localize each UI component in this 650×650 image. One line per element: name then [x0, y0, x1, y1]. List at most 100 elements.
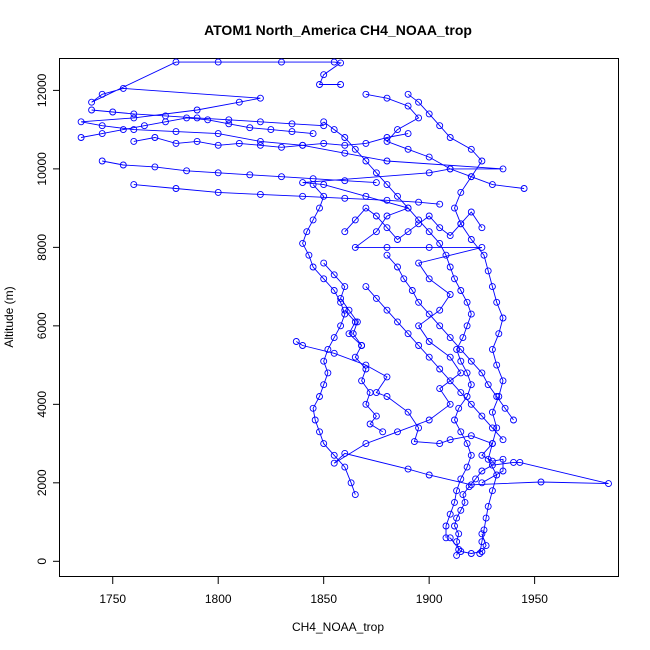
- data-point: [499, 165, 507, 173]
- data-point: [316, 204, 323, 212]
- data-point: [493, 393, 501, 400]
- x-tick-label: 1850: [310, 592, 337, 606]
- series-line: [302, 184, 356, 495]
- series-line: [81, 117, 314, 138]
- data-point: [394, 318, 401, 326]
- series-line: [102, 160, 377, 184]
- data-point: [446, 334, 454, 342]
- data-point: [341, 177, 349, 185]
- data-point: [453, 551, 461, 559]
- data-point: [246, 171, 254, 179]
- data-point: [256, 141, 264, 149]
- data-point: [436, 440, 444, 448]
- data-point: [415, 114, 423, 122]
- data-point: [372, 294, 380, 302]
- data-point: [467, 400, 475, 408]
- data-point: [480, 251, 488, 259]
- data-point: [337, 59, 345, 67]
- data-point: [299, 192, 307, 200]
- data-point: [404, 228, 412, 236]
- data-point: [341, 463, 349, 471]
- data-point: [256, 118, 264, 126]
- data-point: [193, 137, 201, 145]
- plot-area: [77, 58, 612, 559]
- x-tick-label: 1950: [521, 592, 548, 606]
- data-point: [337, 294, 345, 302]
- data-point: [488, 461, 496, 469]
- data-point: [267, 126, 275, 134]
- data-point: [467, 173, 475, 181]
- data-point: [436, 306, 444, 314]
- data-point: [436, 239, 444, 247]
- data-point: [425, 212, 433, 220]
- data-point: [383, 157, 391, 165]
- data-point: [109, 108, 117, 116]
- data-point: [410, 438, 418, 446]
- data-point: [404, 130, 412, 138]
- data-point: [451, 204, 458, 212]
- data-point: [478, 451, 486, 459]
- data-point: [316, 393, 323, 400]
- data-point: [362, 440, 370, 448]
- data-point: [457, 475, 465, 483]
- data-point: [324, 345, 332, 353]
- data-point: [425, 353, 433, 361]
- series-line: [323, 121, 472, 538]
- data-point: [478, 412, 486, 420]
- data-point: [478, 243, 486, 251]
- data-point: [404, 465, 412, 473]
- data-point: [309, 130, 317, 138]
- data-point: [341, 149, 349, 157]
- data-point: [320, 275, 328, 283]
- data-point: [465, 483, 473, 491]
- data-point: [459, 334, 467, 342]
- data-point: [467, 208, 475, 216]
- data-point: [457, 287, 465, 294]
- series-line: [296, 341, 504, 484]
- data-point: [347, 479, 355, 487]
- data-point: [320, 192, 328, 200]
- y-tick-label: 12000: [35, 73, 49, 107]
- data-point: [330, 271, 338, 279]
- series-line: [323, 262, 362, 346]
- data-point: [256, 137, 264, 145]
- data-point: [404, 408, 412, 416]
- data-point: [256, 94, 264, 102]
- y-tick-label: 2000: [35, 469, 49, 496]
- data-point: [341, 141, 349, 149]
- data-point: [383, 251, 391, 259]
- data-point: [383, 212, 391, 220]
- data-point: [316, 428, 323, 436]
- data-point: [488, 181, 496, 189]
- data-point: [278, 143, 285, 151]
- data-point: [345, 306, 353, 314]
- data-point: [362, 204, 370, 212]
- data-point: [119, 161, 127, 169]
- data-point: [358, 342, 366, 349]
- data-point: [172, 128, 180, 136]
- data-point: [383, 373, 391, 381]
- data-point: [130, 126, 138, 134]
- data-point: [453, 345, 461, 353]
- data-point: [488, 424, 496, 432]
- data-point: [330, 287, 338, 294]
- data-point: [446, 534, 454, 542]
- data-point: [320, 259, 328, 267]
- data-point: [455, 404, 463, 412]
- data-point: [493, 471, 501, 479]
- data-point: [214, 169, 222, 177]
- data-point: [98, 130, 106, 138]
- data-point: [98, 90, 106, 98]
- data-point: [478, 530, 486, 538]
- data-point: [225, 120, 233, 128]
- data-point: [235, 98, 243, 106]
- data-point: [214, 130, 222, 138]
- data-point: [341, 228, 349, 236]
- data-point: [446, 353, 454, 361]
- data-point: [299, 141, 307, 149]
- data-point: [461, 498, 469, 506]
- data-point: [457, 188, 465, 196]
- data-point: [446, 510, 454, 518]
- data-point: [499, 455, 507, 463]
- data-point: [415, 220, 423, 228]
